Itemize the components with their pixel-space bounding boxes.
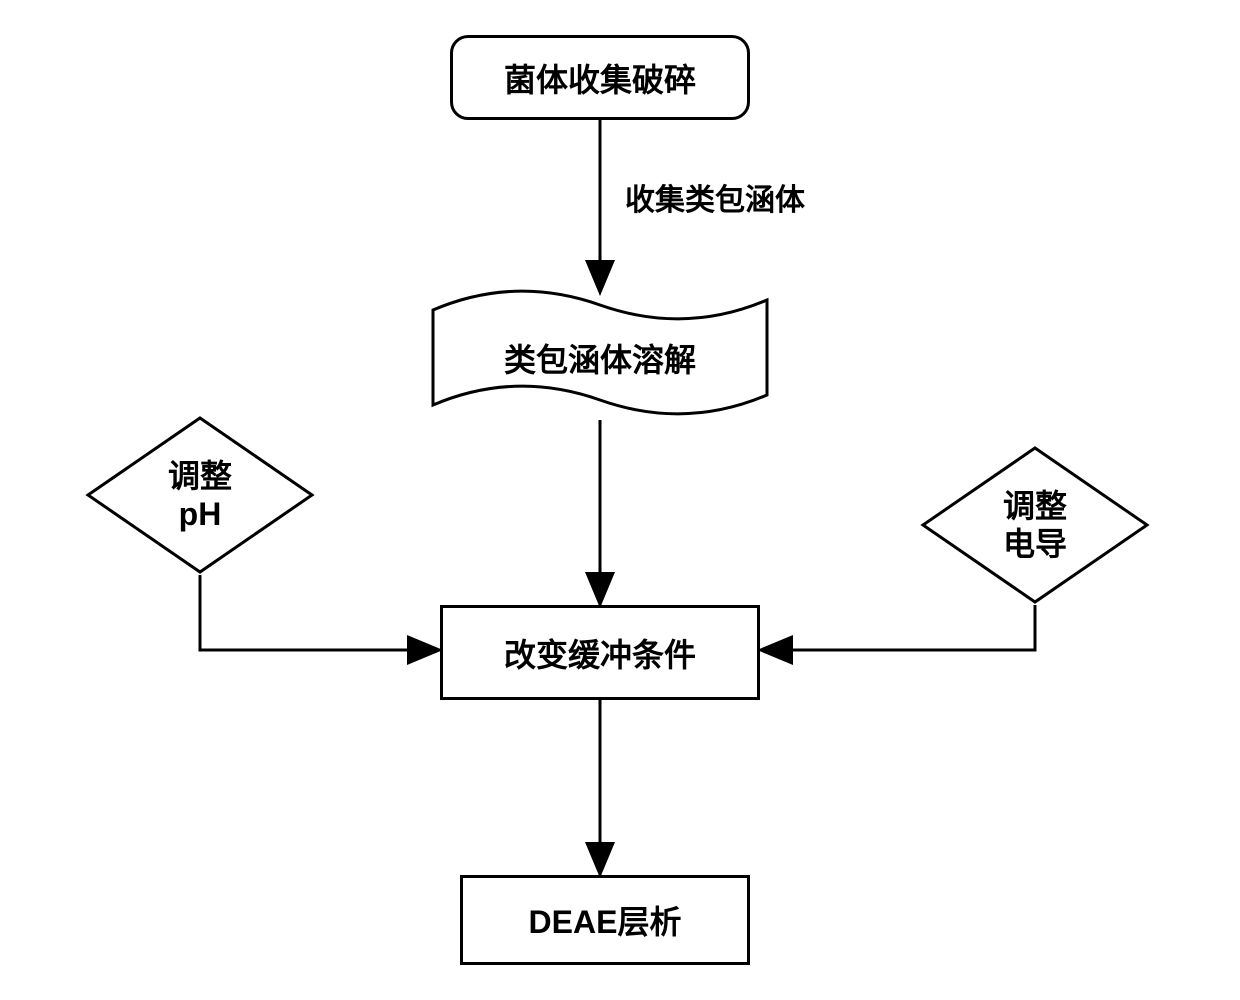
node-deae-label: DEAE层析 — [529, 897, 682, 943]
node-buffer-label: 改变缓冲条件 — [504, 630, 696, 676]
flowchart-container: 菌体收集破碎 收集类包涵体 类包涵体溶解 调整 pH 调整 — [0, 0, 1240, 1000]
edge-label-collect: 收集类包涵体 — [625, 175, 805, 219]
node-ph: 调整 pH — [85, 415, 315, 575]
node-conductivity-label-1: 调整 — [1003, 487, 1067, 525]
node-deae: DEAE层析 — [460, 875, 750, 965]
node-start: 菌体收集破碎 — [450, 35, 750, 120]
node-dissolve: 类包涵体溶解 — [430, 280, 770, 425]
node-dissolve-label: 类包涵体溶解 — [504, 335, 696, 381]
node-start-label: 菌体收集破碎 — [504, 55, 696, 101]
node-buffer: 改变缓冲条件 — [440, 605, 760, 700]
node-conductivity-label-2: 电导 — [1003, 525, 1067, 563]
node-ph-label-2: pH — [168, 495, 232, 533]
node-ph-label-1: 调整 — [168, 457, 232, 495]
node-conductivity: 调整 电导 — [920, 445, 1150, 605]
